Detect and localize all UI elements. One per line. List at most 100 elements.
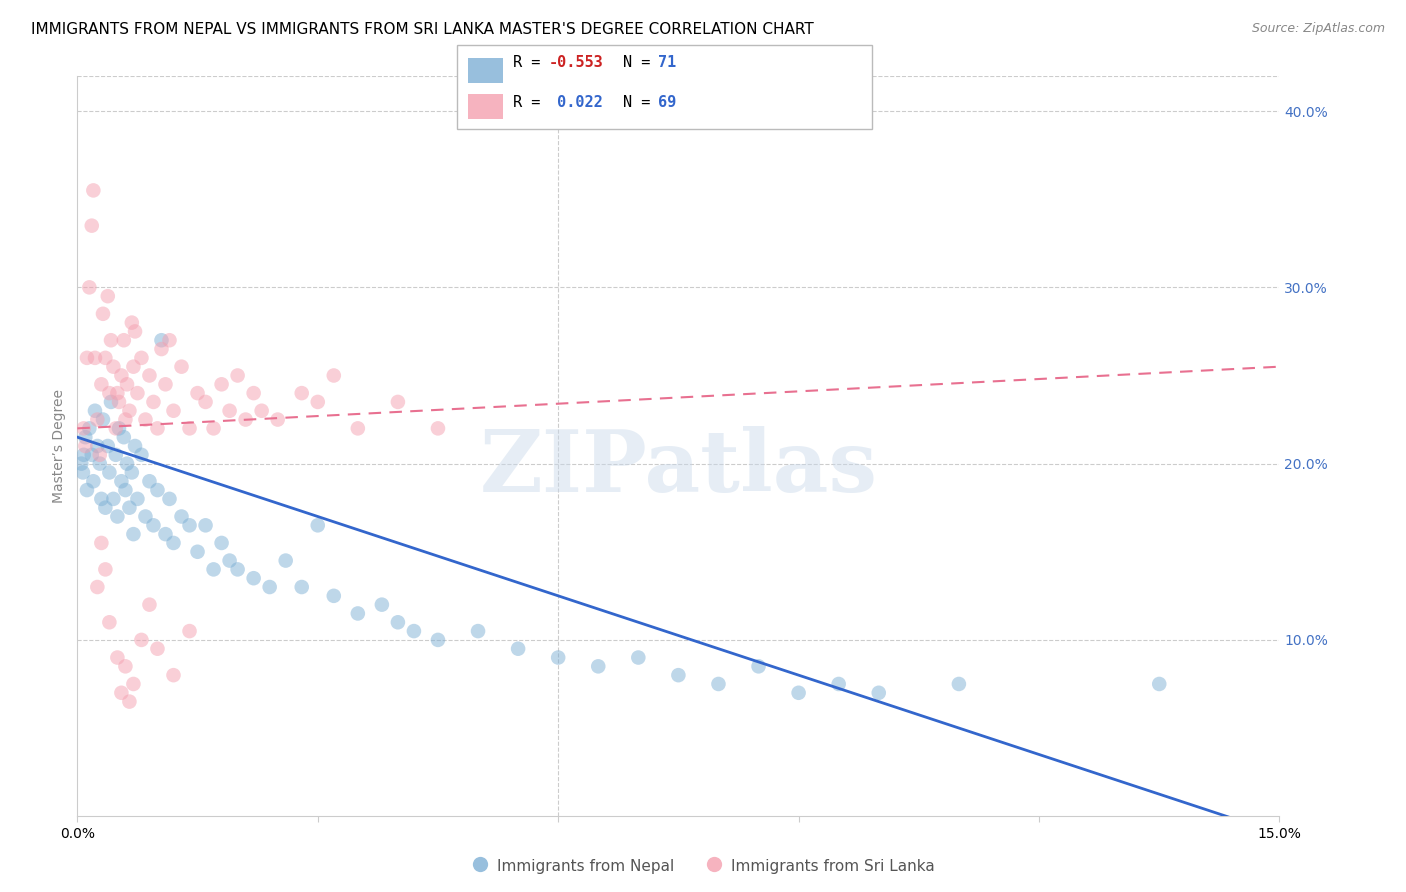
Point xyxy=(118,500,141,515)
Point xyxy=(322,368,344,383)
Point xyxy=(90,491,112,506)
Point xyxy=(274,553,297,567)
Point xyxy=(82,183,104,197)
Point xyxy=(748,659,770,673)
Point xyxy=(110,475,132,489)
Point xyxy=(155,527,177,541)
Point xyxy=(122,527,145,541)
Point xyxy=(828,677,851,691)
Point xyxy=(80,448,103,462)
Point xyxy=(108,395,131,409)
Point xyxy=(150,333,173,347)
Point xyxy=(211,536,233,550)
Legend: Immigrants from Nepal, Immigrants from Sri Lanka: Immigrants from Nepal, Immigrants from S… xyxy=(465,852,941,880)
Point xyxy=(186,386,209,401)
Point xyxy=(202,421,225,435)
Point xyxy=(97,439,120,453)
Point xyxy=(104,448,127,462)
Point xyxy=(76,483,98,497)
Point xyxy=(131,351,153,365)
Point xyxy=(387,395,409,409)
Point xyxy=(86,412,108,426)
Point xyxy=(107,509,129,524)
Point xyxy=(124,325,146,339)
Point xyxy=(467,624,489,639)
Point xyxy=(114,659,136,673)
Point xyxy=(94,562,117,576)
Point xyxy=(159,491,181,506)
Point xyxy=(155,377,177,392)
Point xyxy=(194,395,217,409)
Point xyxy=(108,421,131,435)
Point xyxy=(179,518,201,533)
Point xyxy=(142,518,165,533)
Point xyxy=(291,386,314,401)
Point xyxy=(86,580,108,594)
Point xyxy=(427,421,450,435)
Point xyxy=(75,430,97,444)
Point xyxy=(162,403,184,417)
Point xyxy=(707,677,730,691)
Point xyxy=(73,448,96,462)
Point xyxy=(122,359,145,374)
Point xyxy=(242,386,264,401)
Text: -0.553: -0.553 xyxy=(548,55,603,70)
Text: IMMIGRANTS FROM NEPAL VS IMMIGRANTS FROM SRI LANKA MASTER'S DEGREE CORRELATION C: IMMIGRANTS FROM NEPAL VS IMMIGRANTS FROM… xyxy=(31,22,814,37)
Point xyxy=(307,395,329,409)
Point xyxy=(179,421,201,435)
Point xyxy=(79,280,101,294)
Point xyxy=(159,333,181,347)
Point xyxy=(115,457,138,471)
Point xyxy=(75,439,97,453)
Point xyxy=(371,598,394,612)
Point xyxy=(179,624,201,639)
Point xyxy=(112,430,135,444)
Point xyxy=(387,615,409,630)
Text: N =: N = xyxy=(623,95,659,110)
Point xyxy=(291,580,314,594)
Point xyxy=(146,421,169,435)
Point xyxy=(103,491,125,506)
Point xyxy=(146,641,169,656)
Point xyxy=(194,518,217,533)
Point xyxy=(104,421,127,435)
Point xyxy=(72,466,94,480)
Point xyxy=(170,359,193,374)
Point xyxy=(110,686,132,700)
Point xyxy=(138,368,160,383)
Text: R =: R = xyxy=(513,55,550,70)
Point xyxy=(91,412,114,426)
Point xyxy=(668,668,690,682)
Point xyxy=(250,403,273,417)
Point xyxy=(89,457,111,471)
Point xyxy=(97,289,120,303)
Point xyxy=(103,359,125,374)
Point xyxy=(547,650,569,665)
Point xyxy=(76,351,98,365)
Point xyxy=(114,412,136,426)
Point xyxy=(131,448,153,462)
Point xyxy=(322,589,344,603)
Point xyxy=(346,607,368,621)
Point xyxy=(259,580,281,594)
Point xyxy=(122,677,145,691)
Point xyxy=(226,562,249,576)
Point xyxy=(86,439,108,453)
Point xyxy=(627,650,650,665)
Point xyxy=(427,632,450,647)
Point xyxy=(202,562,225,576)
Point xyxy=(107,650,129,665)
Point xyxy=(118,695,141,709)
Text: 0.022: 0.022 xyxy=(548,95,603,110)
Point xyxy=(787,686,810,700)
Point xyxy=(94,351,117,365)
Point xyxy=(1149,677,1171,691)
Text: N =: N = xyxy=(623,55,659,70)
Point xyxy=(508,641,530,656)
Point xyxy=(112,333,135,347)
Point xyxy=(79,421,101,435)
Y-axis label: Master’s Degree: Master’s Degree xyxy=(52,389,66,503)
Point xyxy=(242,571,264,585)
Point xyxy=(134,509,156,524)
Point xyxy=(82,475,104,489)
